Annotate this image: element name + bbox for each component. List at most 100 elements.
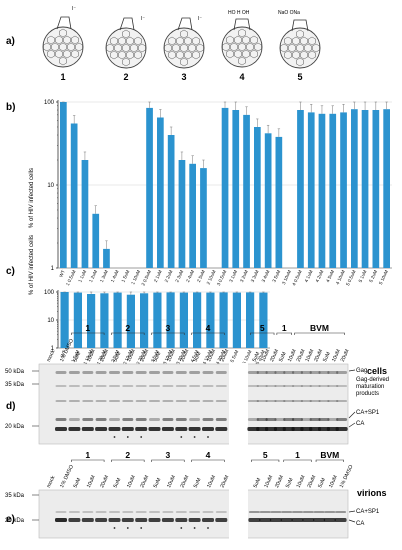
x-tick-label: 1 5uM	[70, 349, 80, 363]
blot-band	[95, 518, 108, 522]
blot-band	[162, 400, 174, 402]
size-marker: 20 kDa	[5, 424, 25, 430]
blot-band	[202, 385, 214, 387]
fullerene-ring	[300, 36, 308, 46]
arrow	[348, 510, 356, 513]
fullerene-ring	[180, 29, 188, 39]
substituent-bond	[119, 17, 135, 31]
panel-label-a: a)	[6, 36, 15, 47]
fullerene-ring	[184, 36, 192, 46]
group-bracket	[111, 459, 145, 462]
fullerene-ring	[59, 28, 67, 38]
lane-label: 10uM	[263, 475, 274, 489]
lane-label: 10uM	[86, 349, 97, 363]
bar	[166, 292, 175, 348]
blot-band	[149, 511, 160, 513]
blot-band	[68, 518, 81, 522]
x-tick-label: 1 5uM	[120, 269, 130, 283]
blot-band	[135, 518, 148, 522]
blot-band	[327, 371, 339, 374]
x-tick-label: WT	[59, 349, 67, 358]
y-tick-label: 10	[47, 183, 54, 189]
bar	[73, 292, 82, 348]
blot-band	[189, 418, 201, 421]
substituent-bond	[291, 19, 309, 32]
group-bracket	[315, 459, 344, 462]
fullerene-ring	[196, 43, 204, 53]
fullerene-ring	[134, 36, 142, 46]
blot-band	[55, 518, 67, 522]
blot-band	[135, 371, 147, 374]
lane-label: mock	[46, 475, 57, 489]
bar	[200, 168, 207, 268]
blot-band	[202, 427, 214, 431]
lane-label: 5uM	[278, 351, 288, 363]
band-annotation: Gag	[356, 368, 367, 374]
bar	[259, 292, 268, 348]
fullerene-ring	[55, 49, 63, 59]
fullerene-ring	[47, 35, 55, 45]
fullerene-ring	[122, 43, 130, 53]
lane-label: 5uM	[193, 351, 203, 363]
group-label: 2	[125, 450, 130, 460]
fullerene-ring	[242, 35, 250, 45]
fullerene-ring	[238, 42, 246, 52]
blot-band	[292, 385, 303, 387]
blot-band	[68, 385, 80, 387]
fullerene-ring	[47, 49, 55, 59]
blot-band	[283, 418, 295, 421]
fullerene-cage	[279, 27, 321, 69]
x-tick-label: 2 5uM	[196, 269, 206, 283]
fullerene-ring	[59, 42, 67, 52]
fullerene-ring	[110, 50, 118, 60]
fullerene-2	[105, 17, 147, 69]
blot-band	[162, 418, 174, 421]
x-tick-label: 5 5uM	[229, 349, 239, 363]
lane-label: 5uM	[153, 477, 163, 489]
lane-dot	[113, 527, 116, 529]
blot-band	[318, 371, 330, 374]
x-tick-label: 3 10uM	[162, 349, 173, 365]
fullerene-3	[163, 17, 205, 69]
lane-label: 20uM	[219, 475, 230, 489]
bar	[372, 110, 380, 268]
fullerene-ring	[254, 42, 262, 52]
fullerene-ring	[238, 28, 246, 38]
blot-band	[68, 400, 80, 402]
group-label: 1	[295, 450, 300, 460]
fullerene-ring	[118, 50, 126, 60]
bar	[81, 160, 89, 268]
arrow	[348, 369, 356, 372]
lane-dot	[126, 436, 129, 438]
fullerene-ring	[288, 43, 296, 53]
x-tick-label: 3 1uM	[228, 269, 238, 283]
bar	[254, 127, 261, 268]
bar	[153, 292, 162, 348]
x-tick-label: 4 5uM	[325, 269, 335, 283]
blot-band	[335, 427, 348, 431]
fullerene-ring	[280, 43, 288, 53]
x-tick-label: 2 20uM	[135, 349, 146, 365]
size-marker: 20 kDa	[5, 518, 25, 524]
group-label: 1	[85, 323, 90, 333]
fullerene-ring	[122, 57, 130, 67]
x-tick-label: 1 2uM	[88, 269, 98, 283]
blot-band	[135, 418, 147, 421]
group-label: 5	[260, 323, 265, 333]
compound-4-groups: HO H OH	[228, 10, 250, 16]
x-tick-label: 1 0.5uM	[65, 269, 77, 286]
group-label: 4	[206, 450, 211, 460]
blot-band	[162, 371, 174, 374]
blot-band	[189, 400, 201, 402]
x-tick-label: 3 0.5uM	[216, 269, 228, 286]
group-bracket	[250, 332, 275, 335]
compound-2-counterion: I⁻	[141, 16, 145, 22]
bar	[87, 294, 96, 348]
x-tick-label: 5 10uM	[241, 349, 252, 365]
blot-membrane	[38, 363, 349, 445]
blot-band	[292, 418, 303, 421]
blot-d-title: cells	[367, 366, 387, 376]
blot-band	[55, 418, 67, 421]
fullerene-structures	[42, 16, 321, 69]
fullerene-ring	[234, 35, 242, 45]
